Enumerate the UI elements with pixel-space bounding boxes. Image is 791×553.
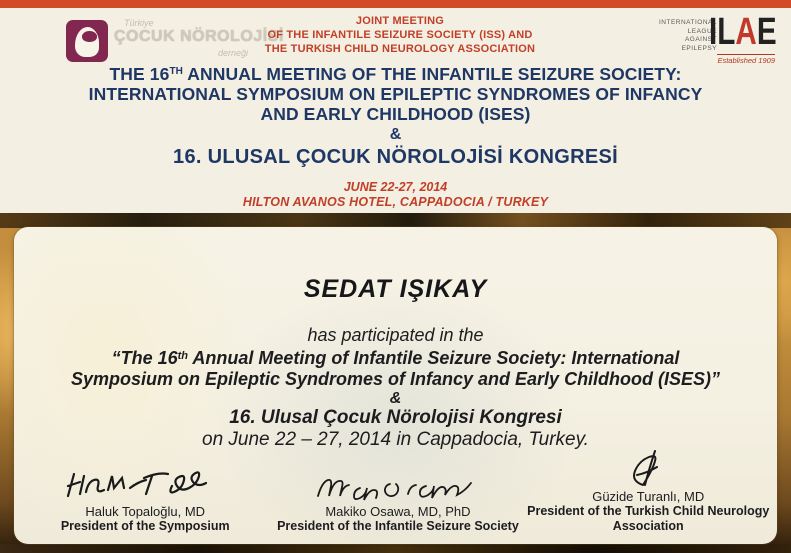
signatory-title: President of the Infantile Seizure Socie… — [277, 519, 519, 533]
event-date: JUNE 22-27, 2014 — [343, 180, 448, 194]
participated-line: has participated in the — [307, 325, 484, 345]
meeting-title-line1: THE 16TH ANNUAL MEETING OF THE INFANTILE… — [109, 64, 682, 84]
signatory-symposium: Haluk Topaloğlu, MD President of the Sym… — [14, 466, 276, 534]
signature-row: Haluk Topaloğlu, MD President of the Sym… — [14, 445, 777, 534]
meeting-title-line3: AND EARLY CHILDHOOD (ISES) — [260, 104, 531, 124]
certificate-header: Türkiye ÇOCUK NÖROLOJİSİ derneği JOINT M… — [0, 8, 791, 213]
joint-meeting-line3: THE TURKISH CHILD NEUROLOGY ASSOCIATION — [264, 43, 536, 55]
signatory-name: Makiko Osawa, MD, PhD — [325, 504, 471, 519]
top-red-bar — [0, 0, 791, 8]
body-date-line: on June 22 – 27, 2014 in Cappadocia, Tur… — [202, 429, 589, 450]
signature-haluk — [67, 471, 208, 498]
head-brain-icon — [66, 20, 108, 62]
meeting-title-line2: INTERNATIONAL SYMPOSIUM ON EPILEPTIC SYN… — [88, 84, 703, 104]
logo-turkiye-label: Türkiye — [124, 18, 154, 28]
signatory-iss: Makiko Osawa, MD, PhD President of the I… — [276, 470, 519, 534]
certificate-panel: SEDAT IŞIKAY has participated in the “Th… — [14, 227, 777, 544]
event-venue: HILTON AVANOS HOTEL, CAPPADOCIA / TURKEY — [242, 195, 549, 209]
body-ampersand: & — [389, 390, 402, 407]
signatory-title: President of the Symposium — [60, 519, 230, 533]
joint-meeting-line1: JOINT MEETING — [355, 15, 445, 27]
signatory-name: Haluk Topaloğlu, MD — [85, 504, 206, 519]
photo-top-strip — [0, 213, 791, 228]
congress-name: 16. Ulusal Çocuk Nörolojisi Kongresi — [229, 407, 562, 428]
ilae-logo: INTERNATIONAL LEAGUE AGAINST EPILEPSY IL… — [659, 10, 779, 68]
signatory-name: Güzide Turanlı, MD — [592, 489, 705, 504]
certificate-body: has participated in the “The 16th Annual… — [14, 325, 777, 451]
photo-bottom-strip — [0, 544, 791, 553]
ilae-acronym: ILAE — [709, 11, 777, 53]
signatory-title: President of the Turkish Child Neurology… — [527, 504, 770, 533]
meeting-name-line1: “The 16th Annual Meeting of Infantile Se… — [111, 348, 680, 368]
ilae-words: INTERNATIONAL LEAGUE AGAINST EPILEPSY — [658, 19, 717, 52]
signature-makiko — [317, 478, 472, 501]
meeting-name-line2: Symposium on Epileptic Syndromes of Infa… — [70, 369, 721, 389]
header-ampersand: & — [389, 126, 402, 143]
cocuk-norolojisi-logo: Türkiye ÇOCUK NÖROLOJİSİ derneği — [66, 18, 296, 66]
meeting-title: THE 16TH ANNUAL MEETING OF THE INFANTILE… — [0, 62, 791, 124]
signatory-tcna: Güzide Turanlı, MD President of the Turk… — [519, 445, 777, 534]
ilae-established-label: Established 1909 — [717, 54, 775, 65]
signature-guzide — [633, 450, 659, 486]
joint-meeting-line2: OF THE INFANTILE SEIZURE SOCIETY (ISS) A… — [267, 29, 533, 41]
logo-main-label: ÇOCUK NÖROLOJİSİ — [114, 28, 284, 45]
logo-dernegi-label: derneği — [218, 48, 249, 58]
recipient-name: SEDAT IŞIKAY — [303, 275, 488, 303]
turkish-congress-title: 16. ULUSAL ÇOCUK NÖROLOJİSİ KONGRESİ — [173, 146, 618, 168]
joint-meeting-block: JOINT MEETING OF THE INFANTILE SEIZURE S… — [230, 14, 570, 56]
